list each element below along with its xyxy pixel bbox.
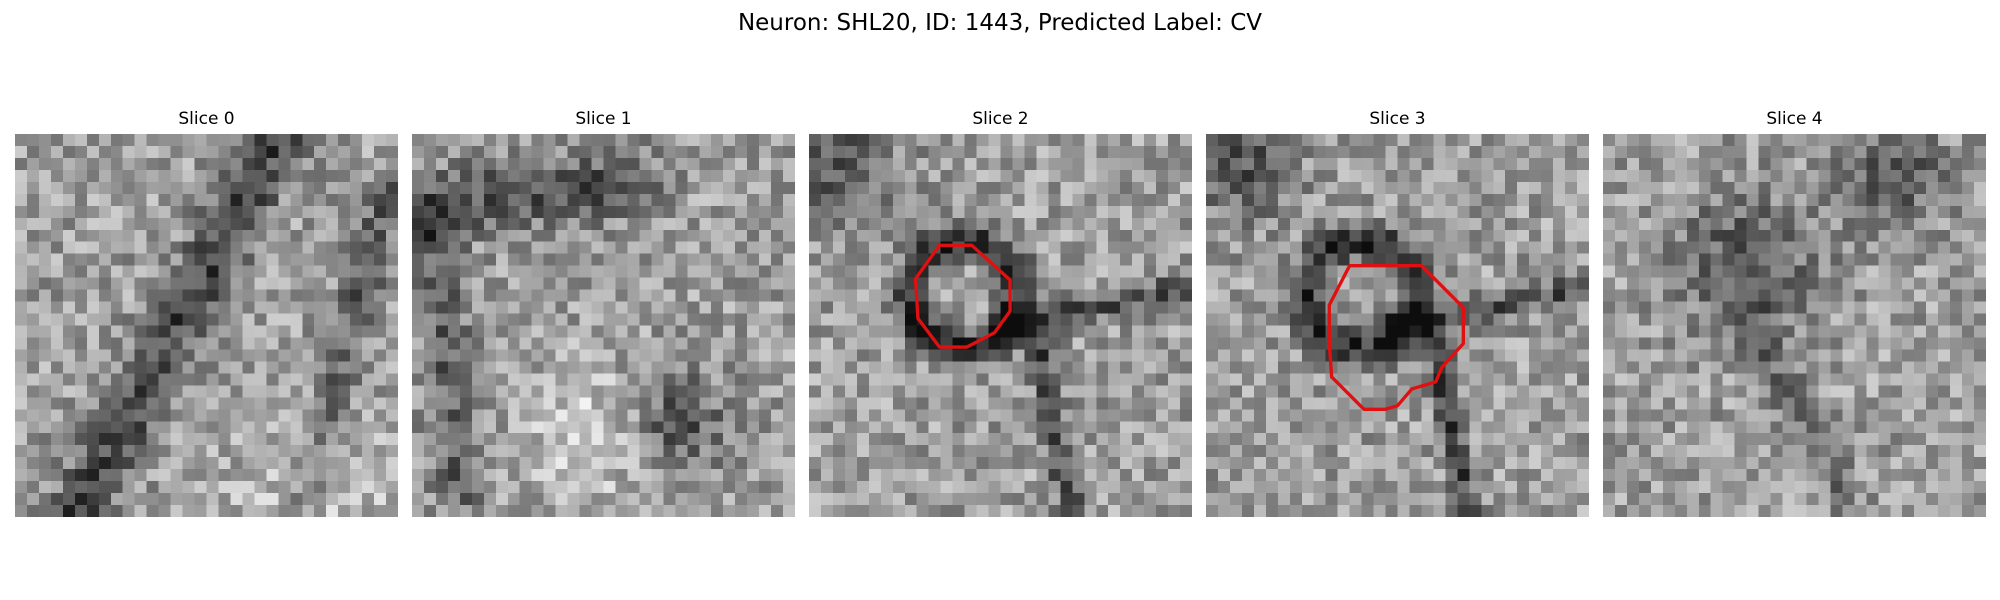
slice-title: Slice 1 [575,109,632,129]
slice-title: Slice 4 [1766,109,1823,129]
roi-contour [1327,263,1466,411]
slice-panel-2: Slice 2 [809,108,1192,518]
slice-panel-1: Slice 1 [412,108,795,518]
slice-image [1603,134,1986,517]
slice-title: Slice 2 [972,109,1029,129]
roi-contour [913,243,1012,349]
slice-panel-4: Slice 4 [1603,108,1986,518]
slice-image [15,134,398,517]
slice-image [809,134,1192,517]
figure-title: Neuron: SHL20, ID: 1443, Predicted Label… [737,10,1263,36]
slice-title: Slice 3 [1369,109,1426,129]
slice-image [412,134,795,517]
slice-panel-3: Slice 3 [1206,108,1589,518]
slice-panel-0: Slice 0 [15,108,398,518]
slice-image [1206,134,1589,517]
slice-title: Slice 0 [178,109,235,129]
